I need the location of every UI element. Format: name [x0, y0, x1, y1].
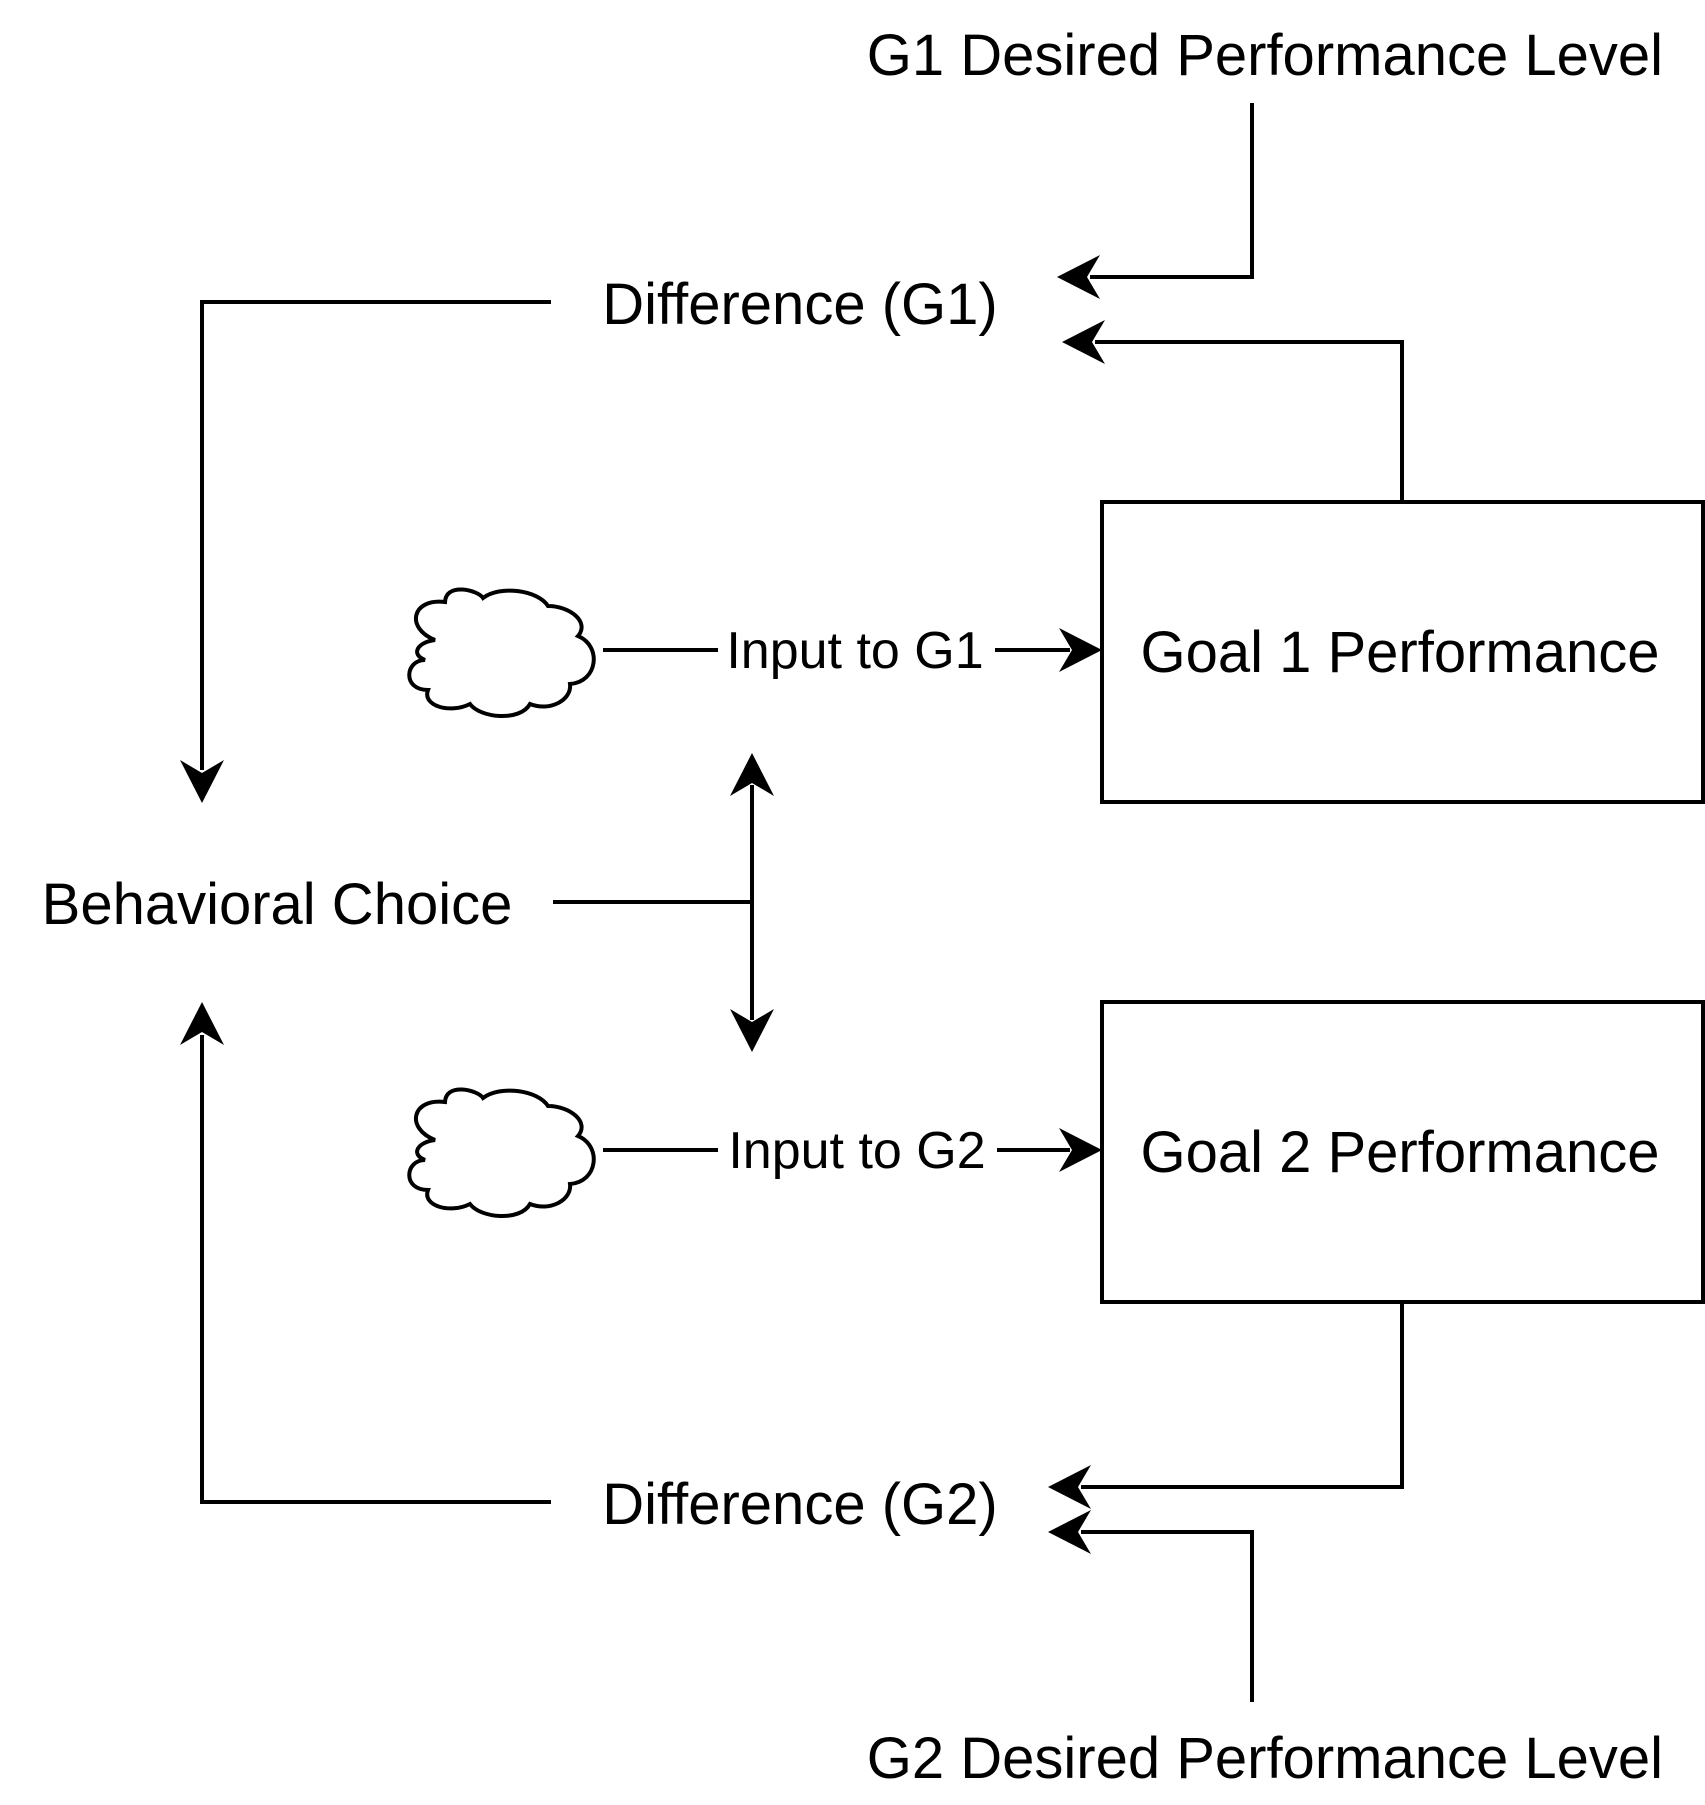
- input-g1-label: Input to G1: [726, 622, 983, 680]
- arrowhead: [180, 760, 224, 803]
- connector-g2-desired-to-difference: [1081, 1530, 1254, 1702]
- goal2-performance-box: [1100, 1000, 1705, 1304]
- difference-g2-label: Difference (G2): [602, 1472, 997, 1537]
- goal2-performance-label: Goal 2 Performance: [1140, 1120, 1659, 1185]
- goal1-performance-label: Goal 1 Performance: [1140, 620, 1659, 685]
- arrowhead: [1048, 1465, 1091, 1509]
- connector-goal1-to-difference: [1095, 340, 1404, 502]
- difference-g1-label: Difference (G1): [602, 272, 997, 337]
- arrowhead: [1059, 628, 1102, 672]
- goal1-performance-box: [1100, 500, 1705, 804]
- connector-difference-g1-to-choice: [200, 300, 551, 770]
- connector-g1-desired-to-difference: [1090, 103, 1254, 279]
- arrowhead: [1059, 1128, 1102, 1172]
- arrowhead: [1057, 255, 1100, 299]
- connector-goal2-to-difference: [1081, 1302, 1404, 1489]
- arrowhead: [180, 1002, 224, 1045]
- arrowhead: [1048, 1510, 1091, 1554]
- arrowhead: [1062, 320, 1105, 364]
- cloud-icon-g2: [407, 1087, 596, 1219]
- behavioral-choice-label: Behavioral Choice: [42, 872, 513, 937]
- input-g2-label: Input to G2: [728, 1122, 985, 1180]
- connector-difference-g2-to-choice: [200, 1035, 551, 1504]
- g2-desired-level-label: G2 Desired Performance Level: [867, 1726, 1663, 1791]
- g1-desired-level-label: G1 Desired Performance Level: [867, 23, 1663, 88]
- arrowhead: [730, 1009, 774, 1052]
- cloud-icon-g1: [407, 587, 596, 719]
- arrowhead: [730, 753, 774, 796]
